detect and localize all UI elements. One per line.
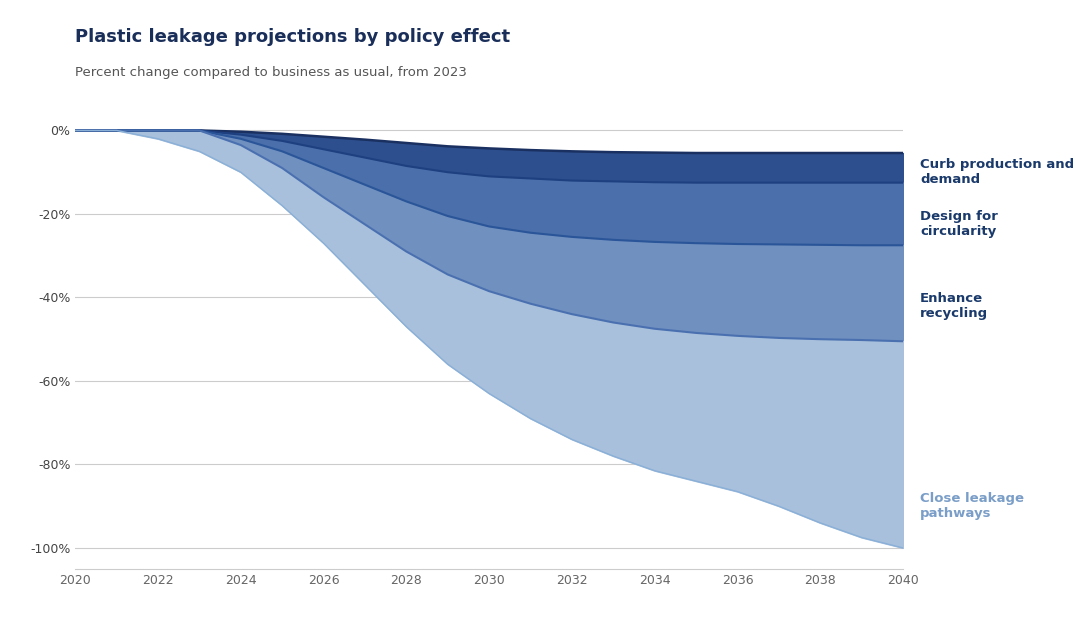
Text: Enhance
recycling: Enhance recycling xyxy=(920,292,988,320)
Text: Design for
circularity: Design for circularity xyxy=(920,210,998,238)
Text: Percent change compared to business as usual, from 2023: Percent change compared to business as u… xyxy=(75,66,468,80)
Text: Curb production and
demand: Curb production and demand xyxy=(920,158,1074,186)
Text: Plastic leakage projections by policy effect: Plastic leakage projections by policy ef… xyxy=(75,28,511,46)
Text: Close leakage
pathways: Close leakage pathways xyxy=(920,492,1024,520)
